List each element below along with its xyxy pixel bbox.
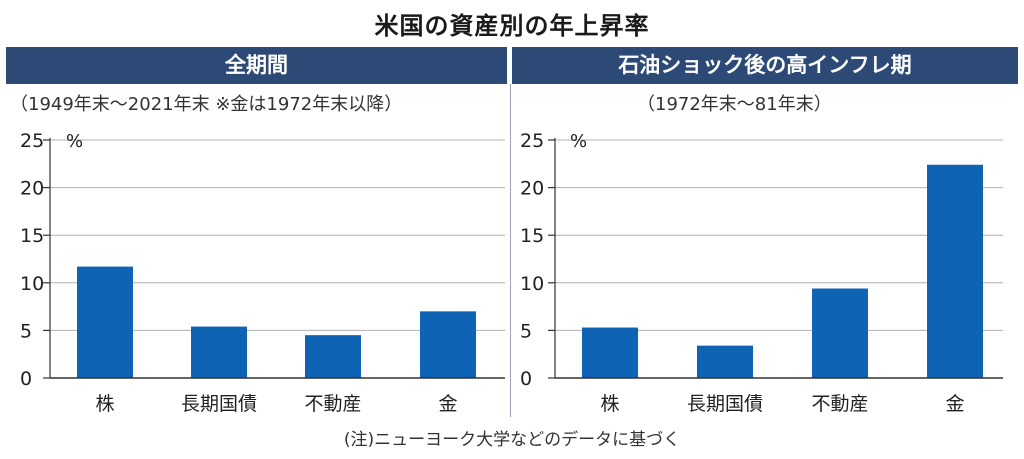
panel-subtitle-all-period: （1949年末～2021年末 ※金は1972年末以降） xyxy=(10,94,403,115)
y-tick-label-inflation-period: 10 xyxy=(520,273,544,295)
y-tick-label-all-period: 10 xyxy=(20,273,44,295)
bar-all-period-3 xyxy=(420,311,476,378)
panel-header-all-period: 全期間 xyxy=(6,47,507,84)
y-tick-label-inflation-period: 15 xyxy=(520,225,544,247)
y-tick-label-all-period: 15 xyxy=(20,225,44,247)
x-category-label-all-period: 不動産 xyxy=(304,393,361,415)
footnote: (注)ニューヨーク大学などのデータに基づく xyxy=(343,430,681,450)
y-tick-label-inflation-period: 20 xyxy=(520,178,544,200)
bar-all-period-0 xyxy=(77,266,133,378)
x-category-label-inflation-period: 株 xyxy=(600,393,619,415)
bar-all-period-2 xyxy=(305,335,361,378)
y-unit-label-inflation-period: % xyxy=(570,131,587,152)
panel-divider xyxy=(510,84,511,417)
panel-subtitle-inflation-period: （1972年末～81年末） xyxy=(637,94,832,115)
bar-inflation-period-1 xyxy=(697,345,753,378)
y-tick-label-all-period: 5 xyxy=(20,320,32,342)
x-category-label-all-period: 長期国債 xyxy=(181,393,257,415)
y-tick-label-all-period: 0 xyxy=(20,368,32,390)
page-title: 米国の資産別の年上昇率 xyxy=(374,12,650,40)
bar-inflation-period-3 xyxy=(927,164,983,378)
x-category-label-all-period: 金 xyxy=(438,393,457,415)
y-tick-label-all-period: 25 xyxy=(20,130,44,152)
panel-header-inflation-period: 石油ショック後の高インフレ期 xyxy=(512,47,1018,84)
x-category-label-inflation-period: 金 xyxy=(945,393,964,415)
bar-inflation-period-2 xyxy=(812,288,868,378)
bar-all-period-1 xyxy=(191,326,247,378)
y-unit-label-all-period: % xyxy=(66,131,83,152)
x-category-label-inflation-period: 不動産 xyxy=(811,393,868,415)
y-tick-label-inflation-period: 5 xyxy=(520,320,532,342)
y-tick-label-all-period: 20 xyxy=(20,178,44,200)
y-tick-label-inflation-period: 25 xyxy=(520,130,544,152)
x-category-label-all-period: 株 xyxy=(95,393,114,415)
x-category-label-inflation-period: 長期国債 xyxy=(687,393,763,415)
y-tick-label-inflation-period: 0 xyxy=(520,368,532,390)
bar-inflation-period-0 xyxy=(582,327,638,378)
